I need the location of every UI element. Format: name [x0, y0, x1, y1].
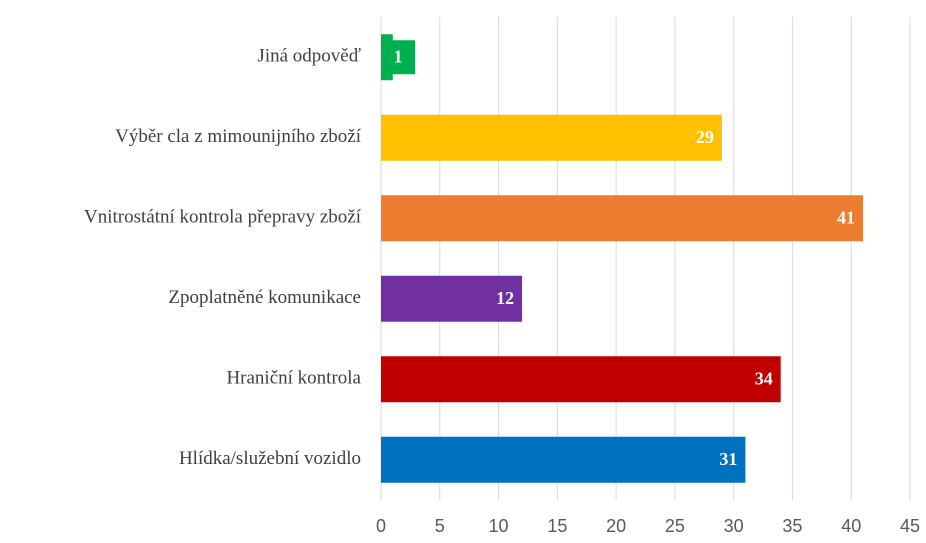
data-label-box [381, 40, 415, 75]
y-tick-label: Jiná odpověď [257, 46, 361, 67]
bar [381, 114, 722, 161]
y-tick-label: Zpoplatněné komunikace [168, 287, 361, 308]
x-tick-label: 30 [724, 516, 744, 536]
bar [381, 275, 523, 322]
x-tick-label: 40 [841, 516, 861, 536]
data-label: 31 [719, 449, 737, 469]
x-tick-label: 35 [782, 516, 802, 536]
x-tick-label: 45 [900, 516, 920, 536]
data-label: 41 [837, 207, 855, 227]
bar [381, 195, 863, 242]
y-tick-label: Hlídka/služební vozidlo [179, 448, 361, 469]
x-tick-label: 5 [435, 516, 445, 536]
x-tick-label: 10 [489, 516, 509, 536]
data-label: 1 [394, 46, 403, 66]
x-tick-label: 25 [665, 516, 685, 536]
bar [381, 356, 781, 403]
bar [381, 436, 746, 483]
data-label: 12 [496, 288, 514, 308]
x-tick-label: 0 [376, 516, 386, 536]
data-label: 29 [696, 127, 714, 147]
x-tick-label: 20 [606, 516, 626, 536]
y-tick-label: Hraniční kontrola [226, 368, 361, 389]
x-tick-label: 15 [547, 516, 567, 536]
y-tick-label: Výběr cla z mimounijního zboží [115, 126, 362, 147]
data-label: 34 [755, 368, 773, 388]
y-tick-label: Vnitrostátní kontrola přepravy zboží [84, 207, 362, 228]
